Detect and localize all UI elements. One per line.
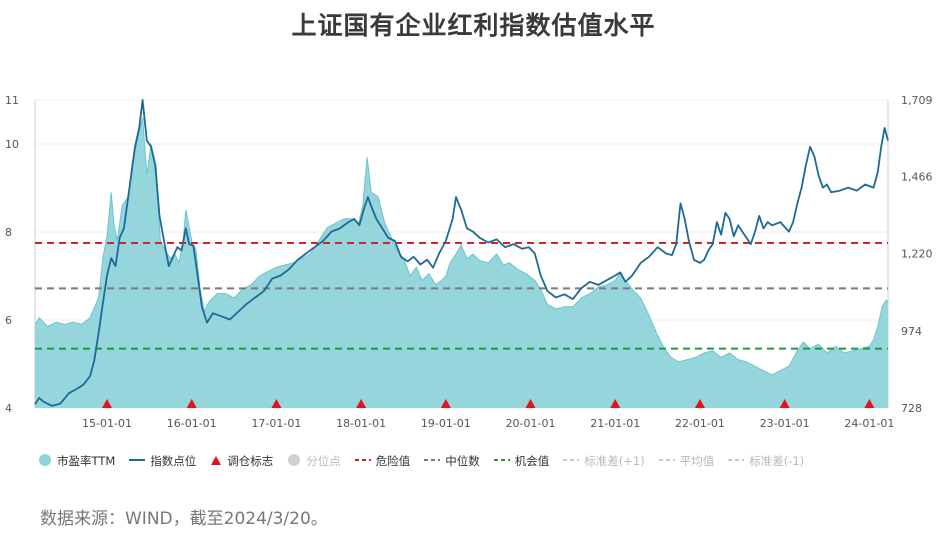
legend-label: 机会值 — [514, 454, 550, 468]
rebalance-marker — [864, 399, 875, 408]
legend-label: 危险值 — [375, 454, 411, 468]
legend-label: 中位数 — [445, 454, 480, 468]
index-line — [34, 99, 889, 407]
y-left-tick-label: 6 — [5, 314, 12, 327]
y-right-tick-label: 1,220 — [901, 248, 933, 261]
legend-symbol-opportunity — [493, 454, 510, 468]
legend-item-pe[interactable]: 市盈率TTM — [38, 453, 115, 470]
pe-area-series — [34, 117, 889, 408]
legend-label: 指数点位 — [150, 454, 197, 468]
legend-symbol-mean — [658, 454, 675, 468]
rebalance-marker — [525, 399, 536, 408]
x-tick-label: 18-01-01 — [336, 417, 386, 430]
rebalance-markers — [102, 399, 875, 408]
y-left-tick-label: 10 — [5, 138, 19, 151]
legend-symbol-std_minus — [728, 454, 745, 468]
rebalance-marker — [271, 399, 282, 408]
legend-symbol-marker — [210, 454, 222, 469]
legend-label: 调仓标志 — [227, 454, 274, 468]
source-note: 数据来源：WIND，截至2024/3/20。 — [40, 509, 328, 529]
legend-symbol-danger — [354, 454, 371, 468]
y-right-tick-label: 974 — [901, 325, 922, 338]
legend-label: 标准差(-1) — [749, 454, 805, 468]
y-left-tick-label: 4 — [5, 402, 12, 415]
chart-title: 上证国有企业红利指数估值水平 — [291, 11, 656, 40]
x-tick-label: 24-01-01 — [844, 417, 894, 430]
legend-item-index[interactable]: 指数点位 — [129, 453, 196, 469]
legend-item-median[interactable]: 中位数 — [424, 453, 480, 469]
x-tick-label: 17-01-01 — [251, 417, 301, 430]
legend-label: 分位点 — [306, 454, 341, 468]
x-tick-label: 15-01-01 — [82, 417, 132, 430]
legend-label: 市盈率TTM — [57, 454, 116, 468]
x-tick-label: 20-01-01 — [506, 417, 556, 430]
legend-item-marker[interactable]: 调仓标志 — [210, 453, 273, 469]
rebalance-marker — [356, 399, 367, 408]
legend-label: 标准差(+1) — [584, 454, 645, 468]
legend-symbol-pe — [38, 453, 52, 470]
legend: 市盈率TTM 指数点位 调仓标志 分位点 危险值 中位数 机会值 标准差(+1) 平均值 标准差(… — [38, 452, 818, 470]
index-line-series — [34, 99, 889, 407]
x-tick-label: 19-01-01 — [421, 417, 471, 430]
x-tick-label: 23-01-01 — [760, 417, 810, 430]
y-right-tick-label: 728 — [901, 402, 922, 415]
rebalance-marker — [186, 399, 197, 408]
legend-item-mean[interactable]: 平均值 — [658, 453, 715, 469]
y-right-tick-label: 1,466 — [901, 170, 933, 183]
x-tick-label: 21-01-01 — [590, 417, 640, 430]
y-right-tick-label: 1,709 — [901, 94, 933, 107]
rebalance-marker — [440, 399, 451, 408]
legend-item-std_plus[interactable]: 标准差(+1) — [563, 453, 645, 469]
legend-symbol-quantile — [287, 453, 301, 470]
y-left-tick-label: 11 — [5, 94, 19, 107]
legend-symbol-median — [424, 454, 441, 468]
legend-item-std_minus[interactable]: 标准差(-1) — [728, 453, 804, 469]
rebalance-marker — [779, 399, 790, 408]
rebalance-marker — [694, 399, 705, 408]
axes: 4 6 8 10 11 728 974 1,220 1,466 1,709 15-01-01 16-0… — [5, 94, 933, 430]
legend-symbol-std_plus — [563, 454, 580, 468]
y-left-tick-label: 8 — [5, 226, 12, 239]
legend-item-danger[interactable]: 危险值 — [354, 453, 411, 469]
rebalance-marker — [610, 399, 621, 408]
legend-item-quantile[interactable]: 分位点 — [287, 453, 341, 470]
legend-label: 平均值 — [679, 454, 715, 468]
legend-item-opportunity[interactable]: 机会值 — [493, 453, 550, 469]
pe-area — [35, 117, 888, 408]
x-tick-label: 16-01-01 — [167, 417, 217, 430]
reference-lines — [35, 242, 888, 350]
rebalance-marker — [102, 399, 113, 408]
x-tick-label: 22-01-01 — [675, 417, 725, 430]
legend-symbol-index — [129, 454, 146, 468]
